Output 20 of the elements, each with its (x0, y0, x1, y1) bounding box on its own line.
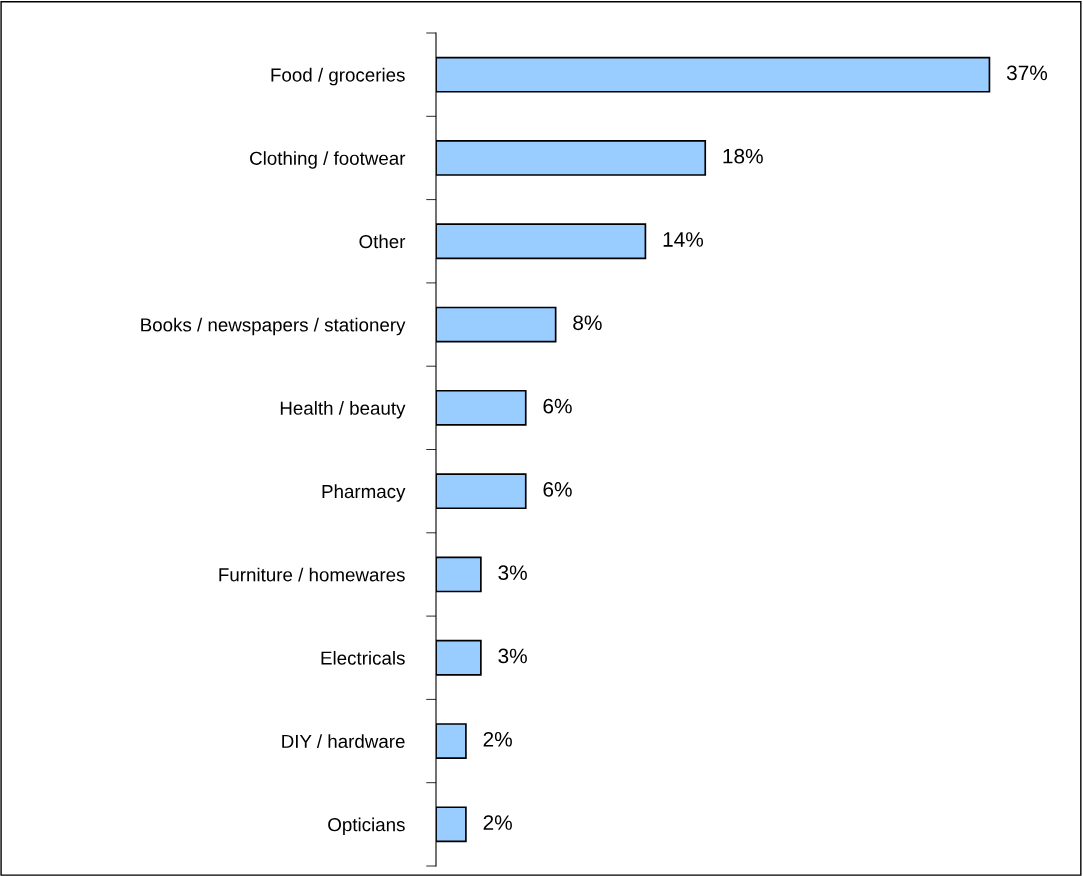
data-label: 14% (663, 232, 704, 247)
data-label: 8% (573, 315, 602, 331)
y-tick-label: Food / groceries (271, 67, 405, 86)
y-tick-label: Health / beauty (280, 401, 406, 419)
y-tick-label: Books / newspapers / stationery (141, 317, 406, 336)
y-tick-label: DIY / hardware (282, 734, 405, 749)
y-tick-label: Pharmacy (322, 484, 406, 502)
data-label: 6% (543, 398, 572, 414)
y-tick-label: Opticians (328, 817, 405, 836)
data-label: 37% (1006, 65, 1048, 81)
data-label: 2% (483, 815, 512, 830)
data-label: 3% (498, 565, 527, 581)
data-label: 6% (543, 481, 572, 497)
data-label: 18% (723, 148, 763, 164)
y-tick-label: Furniture / homewares (219, 567, 405, 582)
y-tick-label: Clothing / footwear (250, 151, 406, 169)
y-tick-label: Electricals (321, 650, 405, 665)
data-label: 3% (498, 648, 527, 664)
data-label: 2% (483, 731, 512, 747)
y-tick-label: Other (359, 234, 406, 249)
